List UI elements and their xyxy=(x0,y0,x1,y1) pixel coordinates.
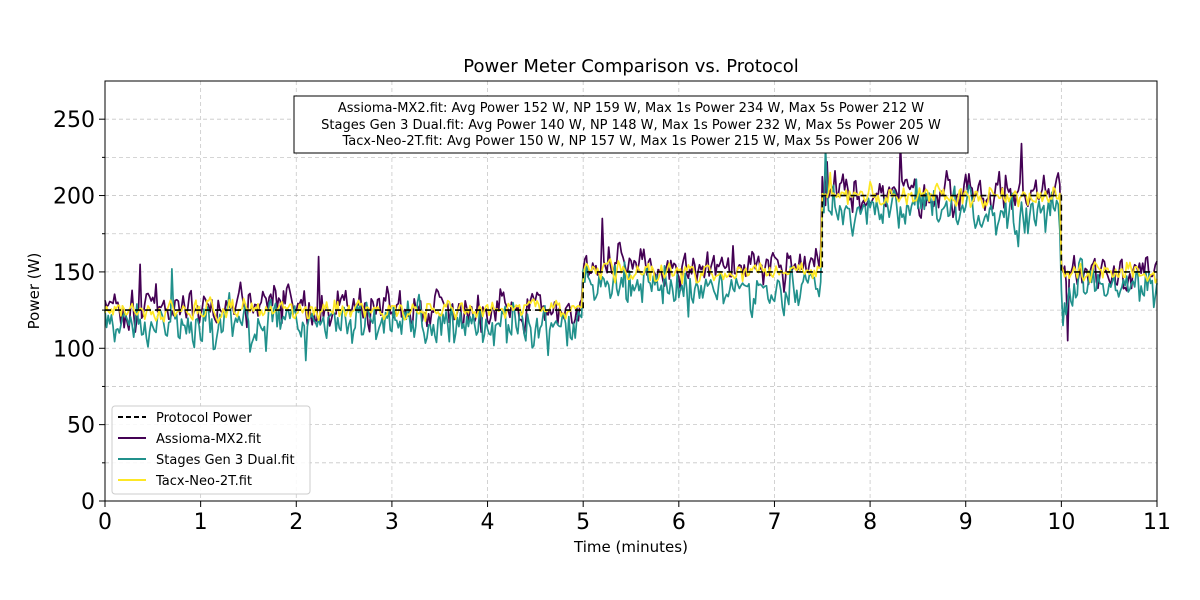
protocol-power-line xyxy=(105,194,1157,311)
x-tick-label: 8 xyxy=(863,510,877,535)
y-tick-label: 0 xyxy=(81,490,95,515)
ticks: 0 1 2 3 4 5 6 7 8 9 10 11 0 50 100 150 200 250 xyxy=(53,108,1171,535)
x-tick-label: 7 xyxy=(767,510,781,535)
y-tick-label: 150 xyxy=(53,261,95,286)
x-tick-label: 1 xyxy=(194,510,208,535)
x-tick-label: 11 xyxy=(1143,510,1171,535)
series-line-assioma-mx2-fit xyxy=(104,142,1158,342)
legend: Protocol Power Assioma-MX2.fit Stages Ge… xyxy=(111,405,311,495)
x-tick-label: 6 xyxy=(672,510,686,535)
series-layer xyxy=(104,142,1158,362)
legend-label-assioma: Assioma-MX2.fit xyxy=(156,432,261,447)
x-axis-label: Time (minutes) xyxy=(573,538,688,556)
stats-box-frame xyxy=(293,95,969,154)
x-tick-label: 9 xyxy=(959,510,973,535)
stats-line-stages: Stages Gen 3 Dual.fit: Avg Power 140 W, … xyxy=(321,118,941,133)
y-tick-label: 100 xyxy=(53,337,95,362)
stats-box: Assioma-MX2.fit: Avg Power 152 W, NP 159… xyxy=(293,95,969,154)
y-tick-label: 200 xyxy=(53,185,95,210)
legend-frame xyxy=(111,405,311,495)
legend-label-protocol: Protocol Power xyxy=(156,411,252,426)
plot-frame xyxy=(104,80,1158,502)
x-tick-label: 10 xyxy=(1047,510,1075,535)
x-tick-label: 5 xyxy=(576,510,590,535)
legend-label-tacx: Tacx-Neo-2T.fit xyxy=(155,474,252,489)
x-tick-label: 2 xyxy=(289,510,303,535)
x-tick-label: 4 xyxy=(481,510,495,535)
legend-label-stages: Stages Gen 3 Dual.fit xyxy=(156,453,295,468)
y-tick-label: 250 xyxy=(53,108,95,133)
stats-line-tacx: Tacx-Neo-2T.fit: Avg Power 150 W, NP 157… xyxy=(341,134,919,149)
y-axis-label: Power (W) xyxy=(25,253,43,330)
x-tick-label: 3 xyxy=(385,510,399,535)
chart-title: Power Meter Comparison vs. Protocol xyxy=(463,56,799,77)
x-tick-label: 0 xyxy=(98,510,112,535)
series-line-tacx-neo-2t-fit xyxy=(104,171,1158,324)
y-tick-label: 50 xyxy=(67,414,95,439)
series-line-stages-gen-3-dual-fit xyxy=(104,145,1158,362)
stats-line-assioma: Assioma-MX2.fit: Avg Power 152 W, NP 159… xyxy=(338,101,924,116)
